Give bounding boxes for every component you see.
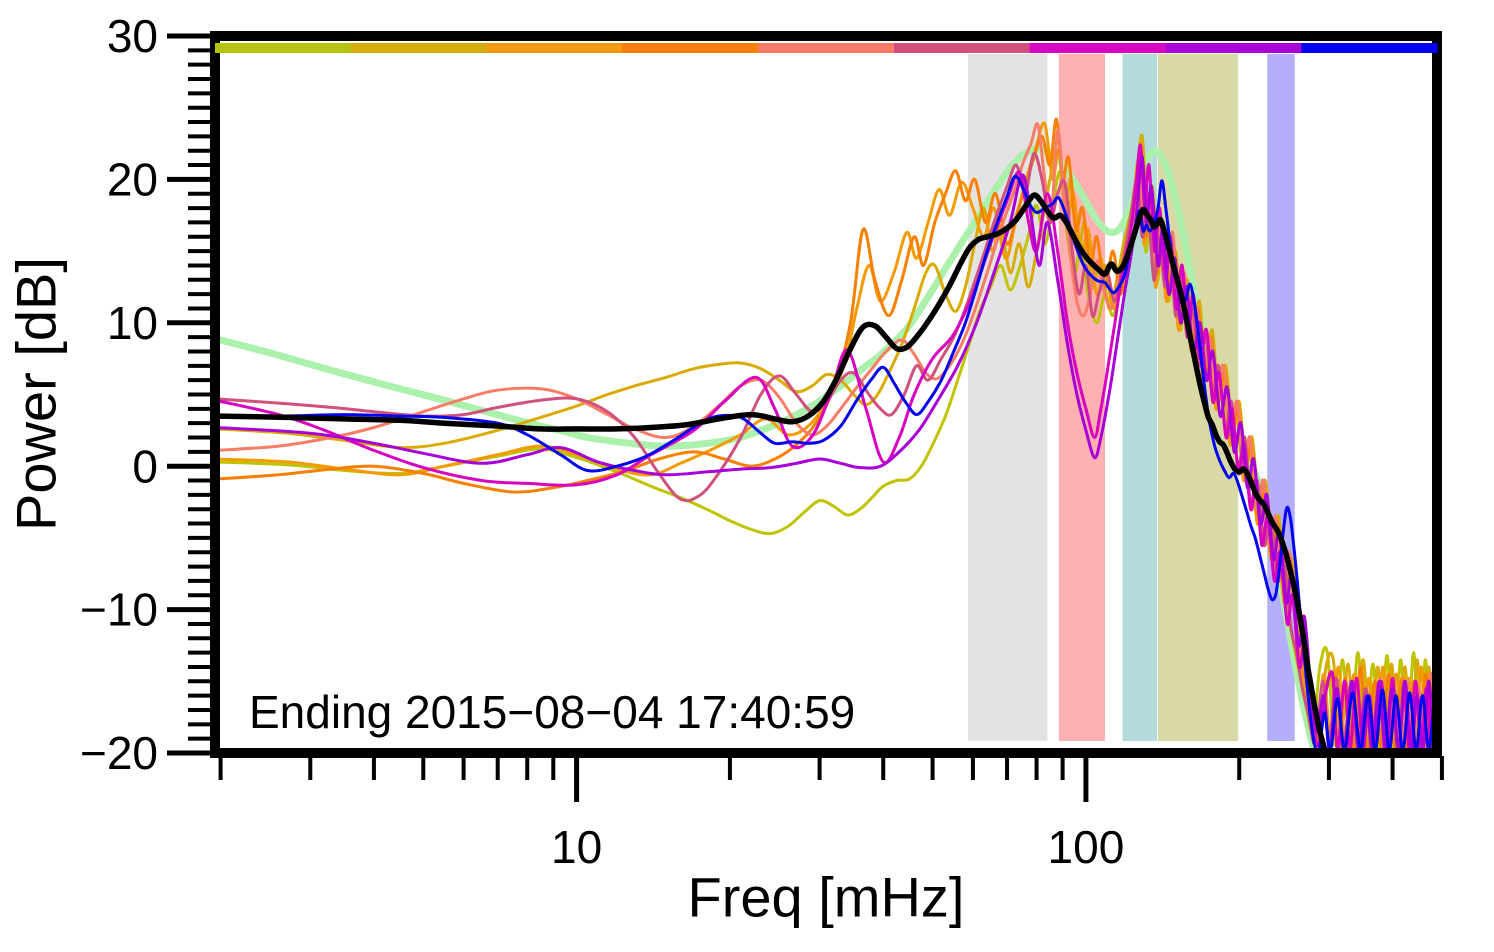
plot-frame (210, 31, 1442, 758)
series-line-average-black (220, 192, 1328, 748)
time-bar-segment-1 (215, 43, 352, 53)
x-axis-title: Freq [mHz] (687, 865, 965, 929)
y-axis-title: Power [dB] (4, 257, 68, 531)
series-line-time-segment-2-gold (220, 133, 1432, 748)
y-tick-label: −20 (80, 727, 158, 779)
y-tick-label: 10 (107, 297, 158, 349)
y-tick-label: 30 (107, 10, 158, 62)
series-line-time-segment-3-orange (220, 121, 1432, 748)
series-line-time-segment-8-purple (220, 154, 1432, 748)
x-tick-label: 100 (1048, 821, 1125, 873)
y-tick-label: 20 (107, 154, 158, 206)
time-bar-segment-5 (758, 43, 895, 53)
x-tick-label: 10 (551, 821, 602, 873)
time-bar-segment-4 (622, 43, 759, 53)
time-bar-segment-3 (486, 43, 623, 53)
y-tick-label: 0 (132, 440, 158, 492)
series-line-time-segment-9-blue (220, 174, 1432, 748)
time-bar-segment-6 (893, 43, 1031, 53)
time-bar-segment-2 (350, 43, 488, 53)
time-bar-segment-7 (1029, 43, 1167, 53)
y-tick-label: −10 (80, 584, 158, 636)
time-bar-segment-9 (1301, 43, 1438, 53)
time-bar-segment-8 (1165, 43, 1302, 53)
series-line-time-segment-4-deep-orange (220, 117, 1432, 748)
ending-timestamp-annotation: Ending 2015−08−04 17:40:59 (249, 686, 856, 738)
